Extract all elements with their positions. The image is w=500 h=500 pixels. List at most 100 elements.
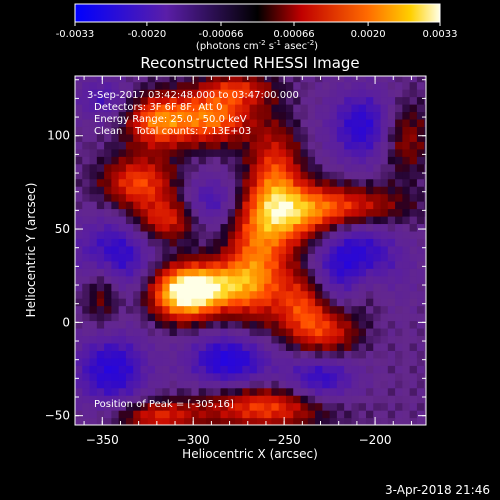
heatmap-pixel (329, 402, 338, 411)
heatmap-pixel (96, 313, 105, 322)
heatmap-pixel (336, 372, 345, 381)
heatmap-pixel (155, 350, 163, 359)
heatmap-pixel (184, 298, 192, 307)
heatmap-pixel (118, 387, 127, 396)
heatmap-pixel (227, 335, 236, 344)
heatmap-pixel (75, 313, 83, 322)
heatmap-pixel (89, 193, 98, 202)
heatmap-pixel (293, 253, 302, 262)
heatmap-pixel (249, 118, 258, 127)
heatmap-pixel (329, 395, 338, 404)
heatmap-pixel (402, 126, 411, 135)
heatmap-pixel (409, 81, 418, 90)
heatmap-pixel (424, 357, 426, 366)
heatmap-pixel (104, 387, 112, 396)
heatmap-pixel (133, 171, 142, 180)
heatmap-pixel (220, 186, 229, 195)
heatmap-pixel (125, 350, 134, 359)
heatmap-pixel (140, 327, 149, 337)
heatmap-pixel (322, 103, 331, 113)
heatmap-pixel (285, 357, 294, 366)
heatmap-pixel (75, 245, 83, 254)
heatmap-pixel (315, 201, 323, 210)
heatmap-pixel (271, 245, 280, 254)
heatmap-pixel (380, 387, 389, 396)
heatmap-pixel (431, 418, 439, 426)
heatmap-pixel (424, 178, 426, 187)
heatmap-pixel (227, 118, 236, 127)
heatmap-pixel (184, 96, 192, 105)
heatmap-pixel (264, 365, 273, 374)
heatmap-pixel (409, 141, 418, 150)
heatmap-pixel (111, 148, 120, 157)
heatmap-pixel (140, 186, 149, 195)
heatmap-pixel (336, 283, 345, 292)
heatmap-pixel (431, 306, 439, 314)
heatmap-pixel (89, 141, 98, 150)
heatmap-pixel (329, 260, 338, 269)
heatmap-pixel (271, 171, 280, 180)
heatmap-pixel (300, 342, 309, 351)
heatmap-pixel (125, 81, 134, 90)
heatmap-pixel (162, 268, 171, 277)
heatmap-pixel (235, 260, 243, 269)
heatmap-pixel (82, 178, 91, 187)
heatmap-pixel (104, 76, 112, 83)
heatmap-pixel (256, 417, 265, 425)
heatmap-pixel (256, 201, 265, 210)
heatmap-pixel (300, 268, 309, 277)
heatmap-pixel (300, 96, 309, 105)
x-tick-label: −300 (177, 433, 210, 447)
heatmap-pixel (300, 350, 309, 359)
heatmap-pixel (227, 380, 236, 389)
heatmap-pixel (373, 76, 382, 83)
heatmap-pixel (344, 163, 353, 172)
heatmap-pixel (155, 193, 163, 202)
heatmap-pixel (213, 305, 222, 314)
heatmap-pixel (191, 96, 200, 105)
heatmap-pixel (75, 395, 83, 404)
heatmap-pixel (133, 410, 142, 419)
heatmap-pixel (169, 320, 178, 329)
heatmap-pixel (162, 417, 171, 425)
heatmap-pixel (213, 126, 222, 135)
heatmap-pixel (336, 313, 345, 322)
heatmap-pixel (191, 148, 200, 157)
heatmap-pixel (256, 305, 265, 314)
heatmap-pixel (147, 215, 156, 225)
heatmap-pixel (249, 380, 258, 389)
heatmap-pixel (315, 81, 323, 90)
heatmap-pixel (285, 372, 294, 381)
heatmap-pixel (133, 350, 142, 359)
heatmap-pixel (213, 275, 222, 284)
heatmap-pixel (104, 327, 112, 337)
heatmap-pixel (285, 163, 294, 172)
heatmap-pixel (271, 380, 280, 389)
heatmap-pixel (249, 327, 258, 337)
heatmap-pixel (409, 163, 418, 172)
heatmap-pixel (395, 387, 403, 396)
heatmap-pixel (111, 283, 120, 292)
heatmap-pixel (365, 76, 374, 83)
heatmap-pixel (89, 133, 98, 142)
heatmap-pixel (242, 238, 251, 247)
heatmap-pixel (169, 260, 178, 269)
heatmap-pixel (395, 133, 403, 142)
heatmap-pixel (184, 380, 192, 389)
heatmap-pixel (271, 148, 280, 157)
heatmap-pixel (315, 320, 323, 329)
heatmap-pixel (205, 186, 214, 195)
heatmap-pixel (380, 298, 389, 307)
heatmap-pixel (176, 118, 185, 127)
heatmap-pixel (380, 410, 389, 419)
heatmap-pixel (111, 186, 120, 195)
heatmap-pixel (336, 89, 345, 98)
heatmap-pixel (169, 89, 178, 98)
heatmap-pixel (147, 245, 156, 254)
heatmap-pixel (111, 81, 120, 90)
heatmap-pixel (329, 118, 338, 127)
heatmap-pixel (140, 96, 149, 105)
colorbar-tick-label: -0.0033 (56, 29, 95, 40)
heatmap-pixel (264, 230, 273, 239)
heatmap-pixel (235, 208, 243, 217)
